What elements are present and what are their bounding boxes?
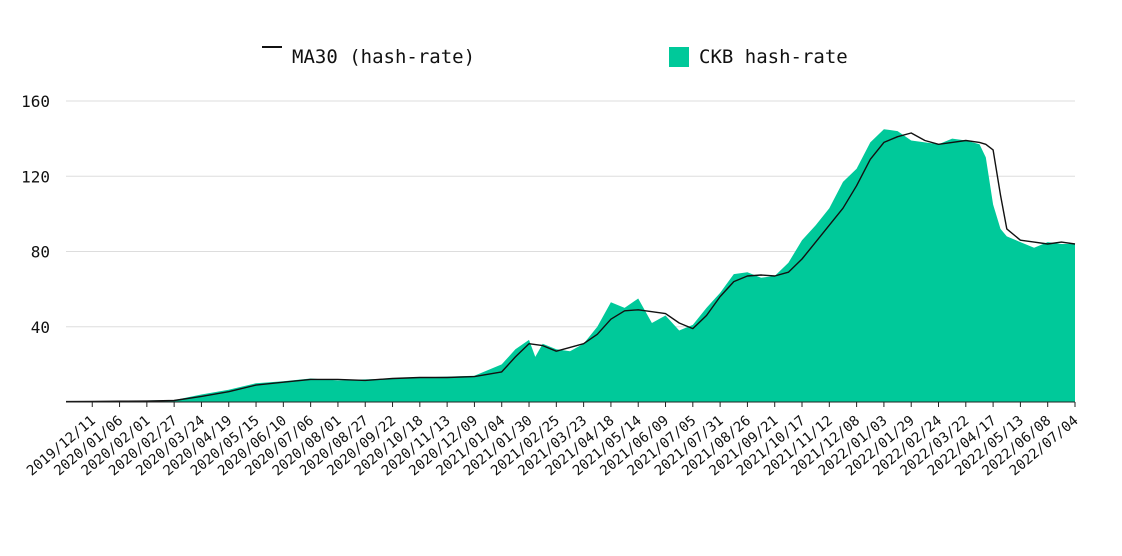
y-tick-label: 120: [21, 167, 50, 186]
legend-label-hash-rate: CKB hash-rate: [699, 46, 848, 68]
y-tick-label: 40: [31, 318, 50, 337]
axes: 40801201602019/12/112020/01/062020/02/01…: [21, 92, 1081, 479]
legend-line-swatch: [262, 46, 282, 48]
legend-label-ma30: MA30 (hash-rate): [292, 46, 476, 68]
legend-area-swatch: [669, 47, 689, 67]
area-series: [66, 129, 1075, 402]
y-tick-label: 160: [21, 92, 50, 111]
ma30-line: [65, 132, 1076, 403]
y-tick-label: 80: [31, 243, 50, 262]
legend-item-hash-rate[interactable]: CKB hash-rate: [669, 46, 848, 68]
hash-rate-area: [66, 129, 1075, 402]
legend-item-ma30[interactable]: MA30 (hash-rate): [262, 46, 475, 68]
line-series: [65, 132, 1076, 403]
